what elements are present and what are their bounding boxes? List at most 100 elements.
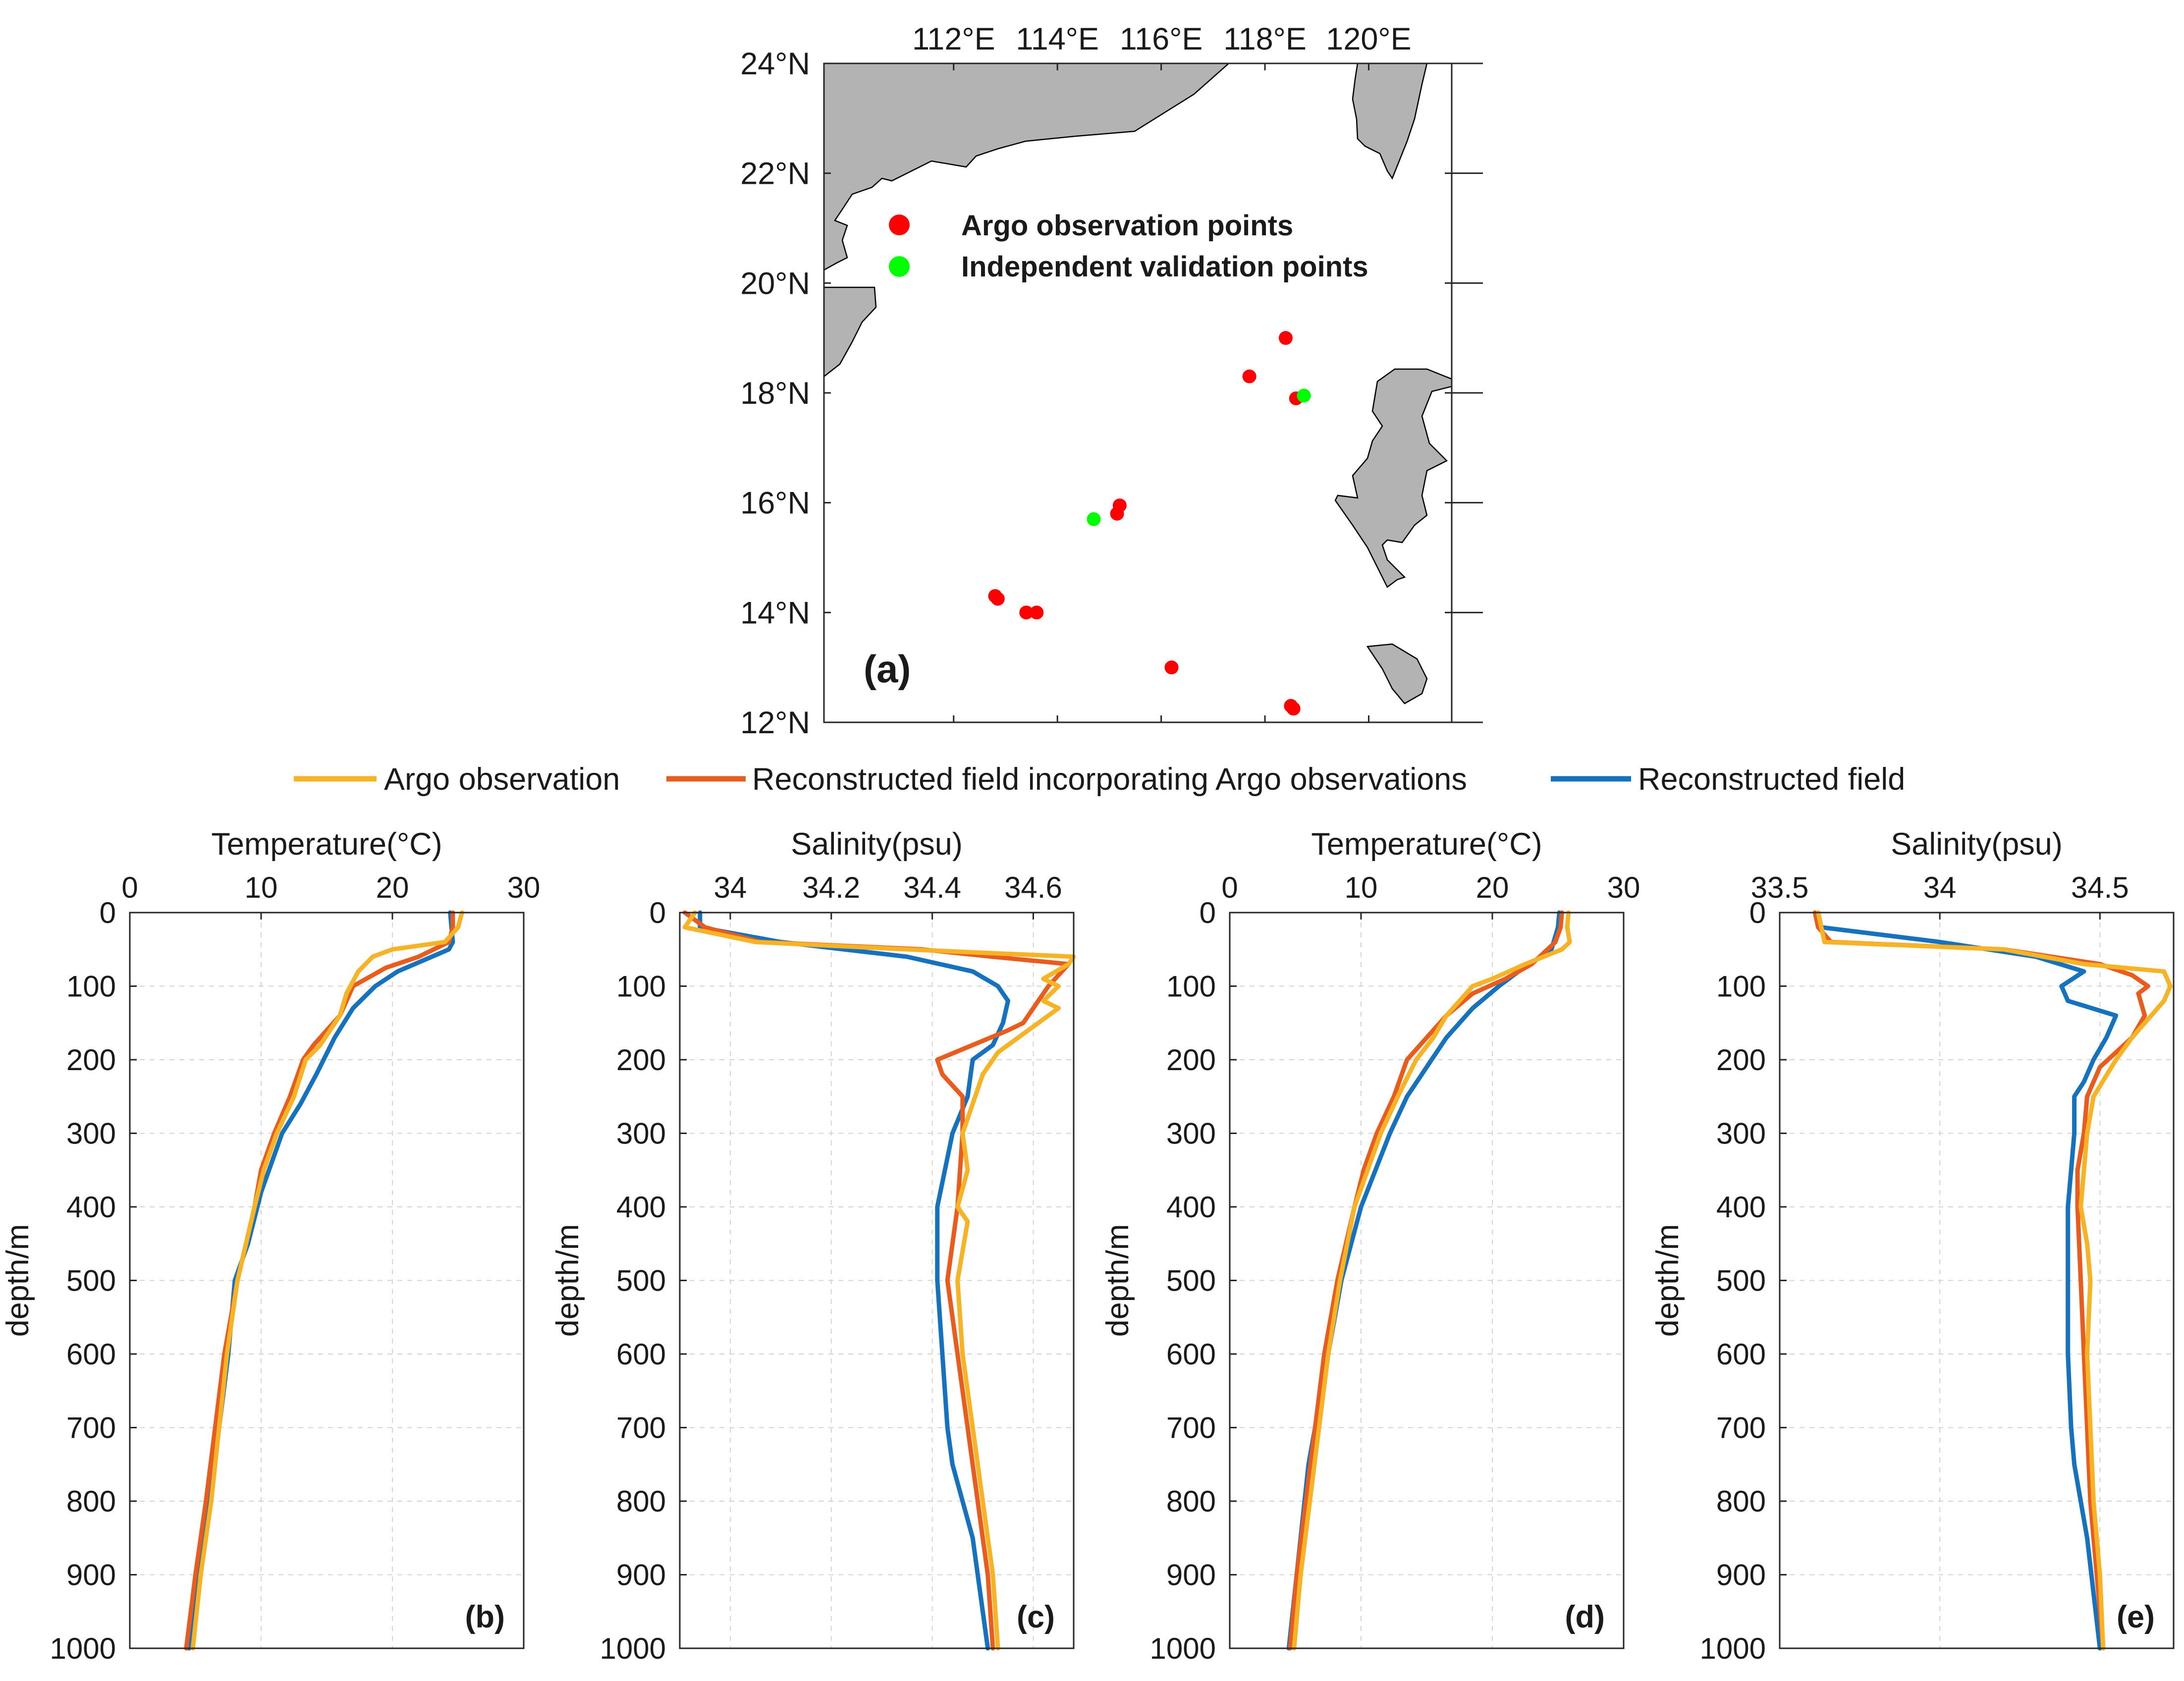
argo-observation-point bbox=[1164, 660, 1179, 675]
map-lon-tick-label: 112°E bbox=[912, 22, 995, 56]
map-points bbox=[988, 331, 1311, 716]
map-lon-tick-label: 114°E bbox=[1016, 22, 1099, 56]
y-tick-label: 300 bbox=[1716, 1117, 1766, 1150]
y-tick-label: 700 bbox=[66, 1411, 116, 1445]
plot-frame bbox=[1229, 912, 1625, 1649]
x-tick-label: 0 bbox=[121, 871, 138, 904]
map-lat-tick-label: 24°N bbox=[740, 47, 810, 81]
y-tick-label: 600 bbox=[1166, 1338, 1216, 1371]
y-tick-label: 0 bbox=[1200, 896, 1216, 929]
validation-point bbox=[1297, 388, 1311, 403]
x-tick-label: 34 bbox=[1923, 871, 1957, 904]
argo-observation-point bbox=[1110, 506, 1124, 521]
y-tick-label: 900 bbox=[616, 1559, 666, 1592]
argo-observation-point bbox=[1286, 702, 1301, 716]
y-tick-label: 400 bbox=[1716, 1191, 1766, 1224]
map-longitude-ticks: 112°E 114°E 116°E 118°E 120°E bbox=[912, 22, 1412, 722]
map-lat-tick-label: 12°N bbox=[740, 705, 810, 740]
map-latitude-ticks: 12°N 14°N 16°N 18°N 20°N 22°N 24°N bbox=[740, 47, 1483, 740]
y-tick-label: 600 bbox=[1716, 1338, 1766, 1371]
y-tick-label: 0 bbox=[650, 896, 666, 929]
x-tick-label: 34.6 bbox=[1004, 871, 1062, 904]
y-tick-label: 0 bbox=[100, 896, 116, 929]
x-tick-label: 34.5 bbox=[2071, 871, 2129, 904]
land-luzon bbox=[1334, 368, 1452, 588]
series-line-reconstructed-with-argo bbox=[1288, 910, 1564, 1651]
x-tick-label: 34.4 bbox=[903, 871, 961, 904]
y-tick-label: 0 bbox=[1749, 896, 1766, 929]
argo-observation-point bbox=[1242, 369, 1256, 383]
y-axis-label: depth/m bbox=[550, 1224, 585, 1337]
panel-label: (c) bbox=[1017, 1600, 1055, 1634]
x-tick-label: 10 bbox=[245, 871, 278, 904]
x-tick-label: 33.5 bbox=[1751, 871, 1809, 904]
y-tick-label: 400 bbox=[66, 1191, 116, 1224]
y-tick-label: 100 bbox=[1716, 970, 1766, 1003]
map-lat-tick-label: 22°N bbox=[740, 157, 810, 191]
map-lat-tick-label: 16°N bbox=[740, 486, 810, 521]
y-tick-label: 1000 bbox=[600, 1632, 666, 1665]
y-tick-label: 1000 bbox=[1150, 1632, 1216, 1665]
y-tick-label: 900 bbox=[1716, 1559, 1766, 1592]
series-line-argo bbox=[190, 910, 464, 1651]
x-tick-label: 20 bbox=[1476, 871, 1509, 904]
y-tick-label: 1000 bbox=[1700, 1632, 1766, 1665]
y-tick-label: 500 bbox=[66, 1264, 116, 1298]
y-tick-label: 700 bbox=[1716, 1411, 1766, 1445]
plot-frame bbox=[129, 912, 525, 1649]
panel-label: (e) bbox=[2117, 1600, 2155, 1634]
series-line-reconstructed-with-argo bbox=[184, 910, 455, 1651]
y-tick-label: 400 bbox=[616, 1191, 666, 1224]
map-lat-tick-label: 18°N bbox=[740, 376, 810, 411]
argo-observation-point bbox=[1030, 605, 1044, 620]
panel-label: (d) bbox=[1565, 1600, 1605, 1634]
y-tick-label: 100 bbox=[66, 970, 116, 1003]
legend-validation-points-label: Independent validation points bbox=[961, 251, 1368, 283]
y-tick-label: 200 bbox=[1166, 1043, 1216, 1077]
x-tick-label: 30 bbox=[507, 871, 541, 904]
x-tick-label: 30 bbox=[1607, 871, 1640, 904]
panel-b-temperature: 0 10 20 3001002003004005006007008009001000T… bbox=[0, 827, 540, 1665]
y-tick-label: 700 bbox=[1166, 1411, 1216, 1445]
argo-observation-point bbox=[1278, 331, 1293, 345]
x-tick-label: 34 bbox=[714, 871, 747, 904]
y-tick-label: 800 bbox=[616, 1485, 666, 1518]
map-panel: 112°E 114°E 116°E 118°E 120°E 12°N 14°N 16°N 18… bbox=[740, 22, 1483, 740]
panel-e-salinity: 33.5 34 34.5 0 100 200 300 400 500 600 700 800 900 10… bbox=[1650, 827, 2175, 1665]
x-tick-label: 34.2 bbox=[802, 871, 860, 904]
land-taiwan bbox=[1352, 63, 1428, 180]
y-tick-label: 800 bbox=[66, 1485, 116, 1518]
land-china-coast bbox=[824, 63, 1230, 271]
profile-legend: Argo observation Reconstructed field inc… bbox=[294, 762, 1905, 797]
series-line-argo bbox=[1292, 910, 1572, 1651]
y-axis-label: depth/m bbox=[1650, 1224, 1685, 1337]
y-tick-label: 800 bbox=[1716, 1485, 1766, 1518]
land-masses bbox=[824, 63, 1452, 705]
map-lon-tick-label: 118°E bbox=[1223, 22, 1307, 56]
x-axis-label: Salinity(psu) bbox=[791, 827, 963, 862]
y-tick-label: 200 bbox=[616, 1043, 666, 1077]
map-lat-tick-label: 14°N bbox=[740, 596, 810, 630]
y-tick-label: 500 bbox=[1166, 1264, 1216, 1298]
y-tick-label: 600 bbox=[66, 1338, 116, 1371]
y-tick-label: 200 bbox=[1716, 1043, 1766, 1077]
x-axis-label: Salinity(psu) bbox=[1891, 827, 2063, 862]
legend-validation-points-marker bbox=[889, 256, 910, 277]
series-line-argo bbox=[1816, 910, 2173, 1651]
legend-reconstructed-with-argo-label: Reconstructed field incorporating Argo o… bbox=[752, 762, 1467, 797]
y-tick-label: 500 bbox=[616, 1264, 666, 1298]
y-tick-label: 1000 bbox=[50, 1632, 116, 1665]
y-tick-label: 200 bbox=[66, 1043, 116, 1077]
x-axis-label: Temperature(°C) bbox=[1311, 827, 1542, 862]
map-lat-tick-label: 20°N bbox=[740, 266, 810, 301]
legend-reconstructed-label: Reconstructed field bbox=[1638, 762, 1905, 797]
argo-observation-point bbox=[1019, 605, 1034, 620]
y-tick-label: 900 bbox=[66, 1559, 116, 1592]
panel-c-salinity: 34 34.2 34.4 34.6 0 100 200 300 400 500 600 700 800 9… bbox=[550, 827, 1076, 1665]
panel-d-temperature: 0 10 20 3001002003004005006007008009001000T… bbox=[1100, 827, 1640, 1665]
y-tick-label: 600 bbox=[616, 1338, 666, 1371]
validation-point bbox=[1087, 512, 1101, 526]
legend-argo-points-marker bbox=[889, 215, 910, 235]
x-axis-label: Temperature(°C) bbox=[211, 827, 442, 862]
